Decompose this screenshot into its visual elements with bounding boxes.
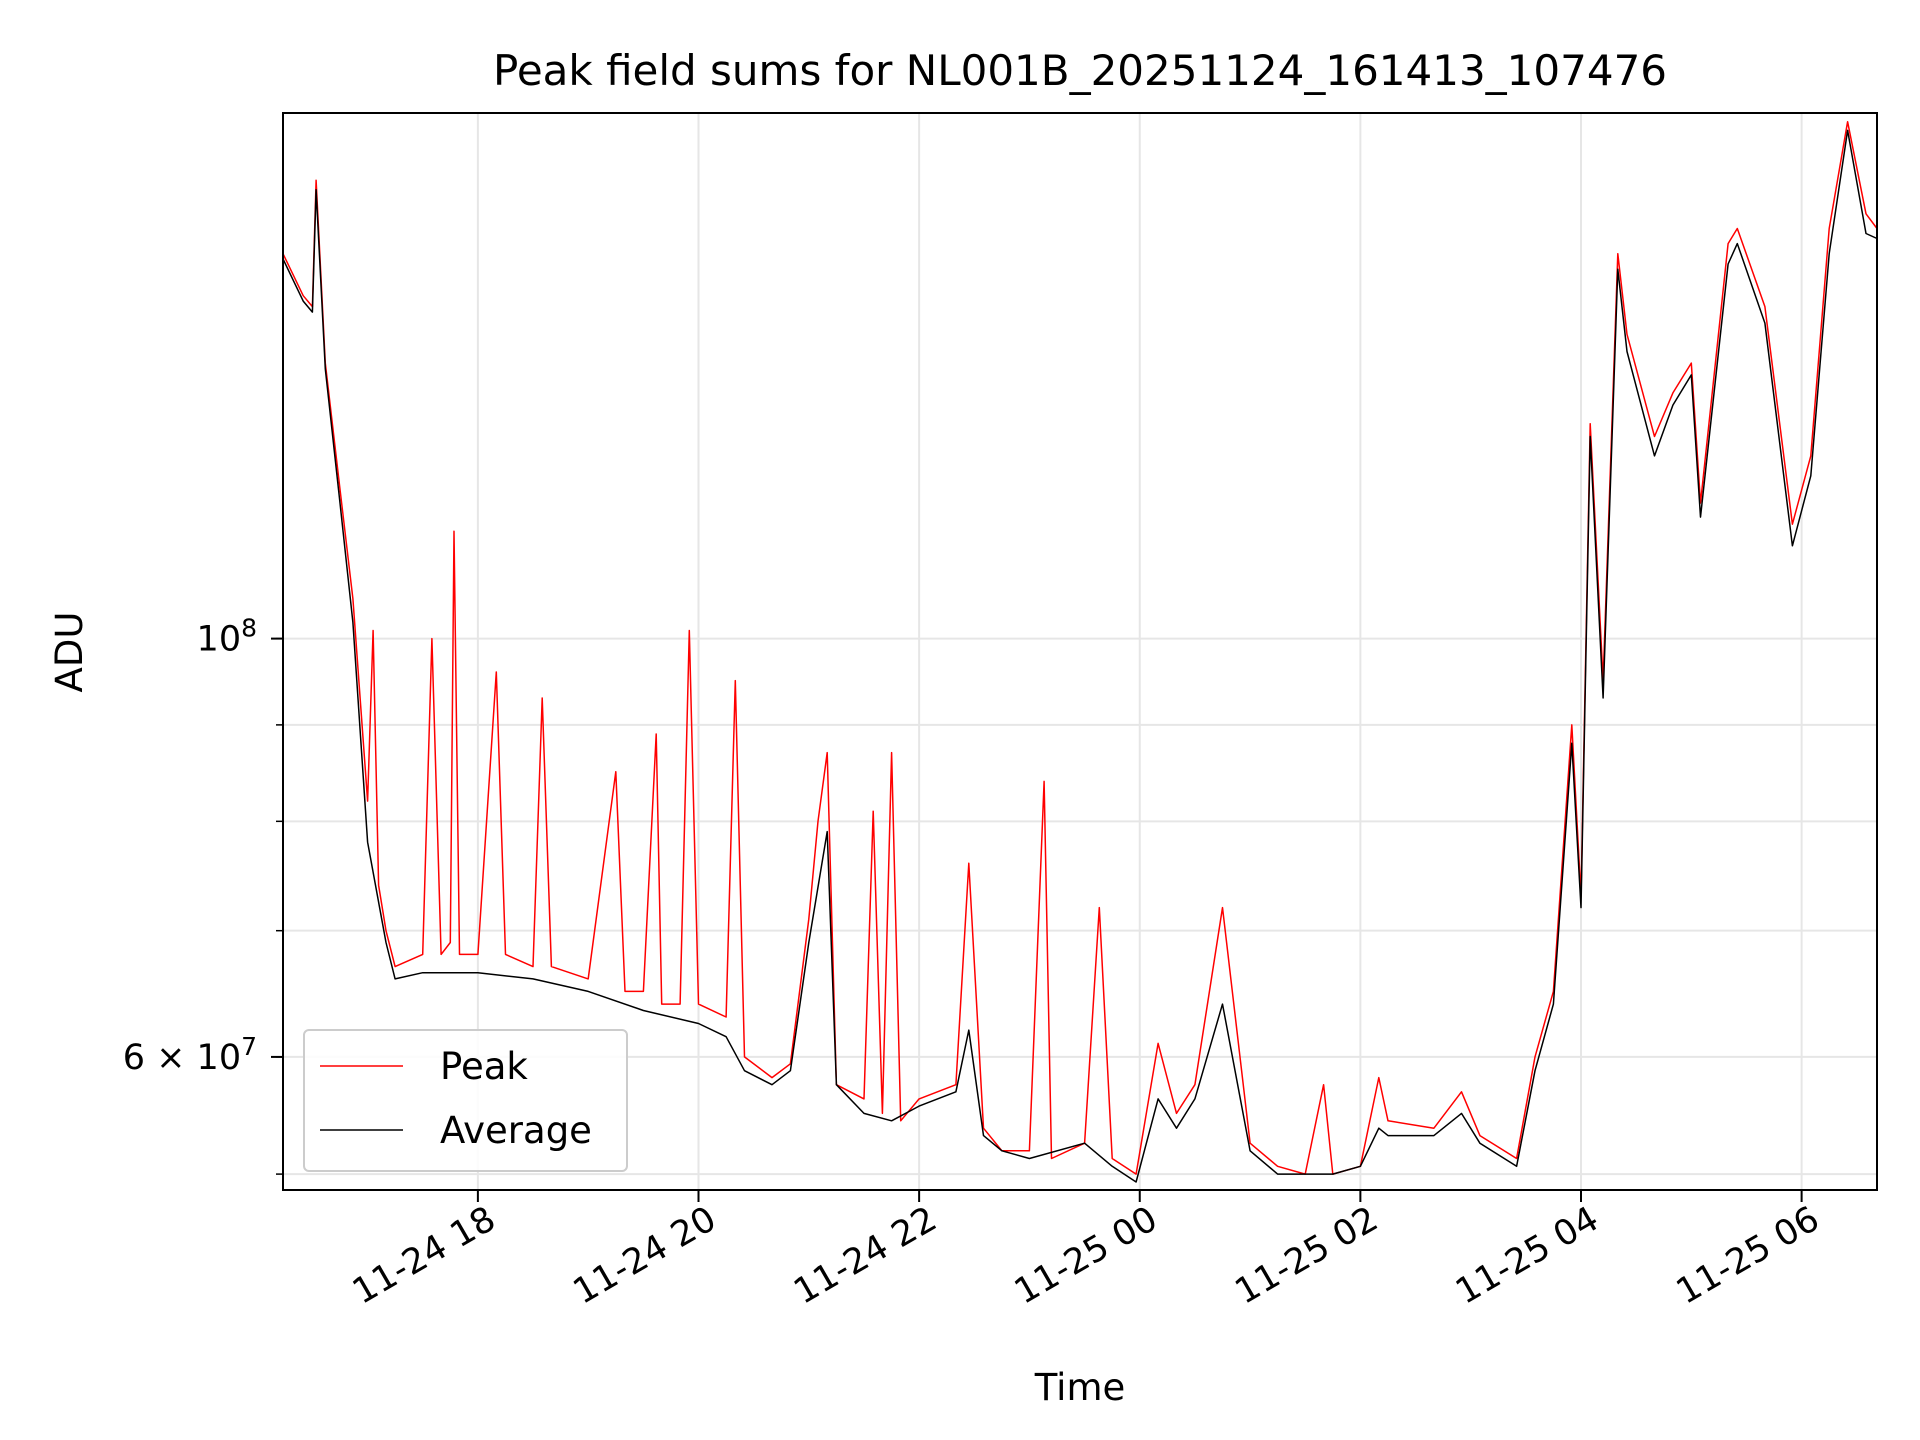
plot-frame: [282, 112, 1878, 1191]
y-tick-label: 108: [197, 614, 257, 660]
series-lines: [282, 120, 1878, 1183]
legend-label-peak: Peak: [440, 1045, 528, 1088]
y-axis-ticks: 6 × 107 108: [123, 614, 283, 1175]
chart-title: Peak field sums for NL001B_20251124_1614…: [493, 46, 1667, 95]
y-axis-label: ADU: [48, 612, 91, 693]
y-tick-label: 6 × 107: [123, 1032, 257, 1078]
legend: Peak Average: [303, 1029, 628, 1172]
series-line-average: [282, 129, 1878, 1183]
x-axis-label: Time: [1034, 1366, 1126, 1409]
legend-label-average: Average: [440, 1109, 592, 1152]
grid: [283, 113, 1877, 1190]
